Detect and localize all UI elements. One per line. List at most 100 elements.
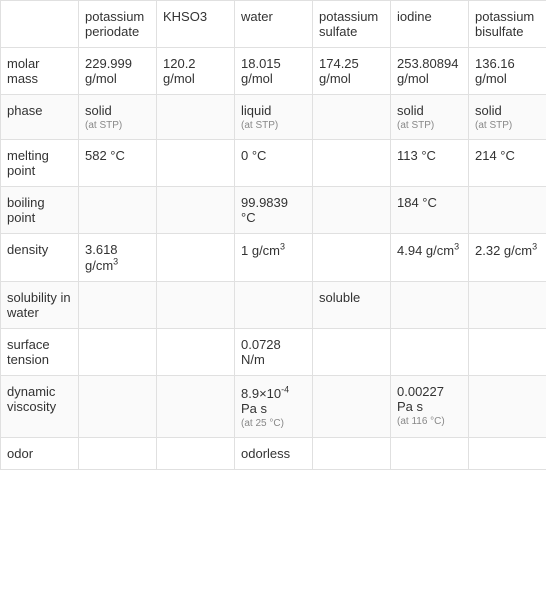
header-potassium-bisulfate: potassium bisulfate xyxy=(469,1,546,48)
cell xyxy=(157,376,235,437)
cell-value: 8.9×10-4 Pa s xyxy=(241,386,289,416)
properties-table: potassium periodate KHSO3 water potassiu… xyxy=(0,0,546,470)
cell: 0.00227 Pa s (at 116 °C) xyxy=(391,376,469,437)
cell: 0 °C xyxy=(235,140,313,187)
cell: 4.94 g/cm3 xyxy=(391,234,469,282)
cell: 2.32 g/cm3 xyxy=(469,234,546,282)
cell-note: (at STP) xyxy=(85,120,150,131)
header-water: water xyxy=(235,1,313,48)
cell xyxy=(469,376,546,437)
table-row: dynamic viscosity 8.9×10-4 Pa s (at 25 °C)… xyxy=(1,376,546,437)
cell: soluble xyxy=(313,282,391,329)
row-label: odor xyxy=(1,437,79,469)
table-row: solubility in water soluble xyxy=(1,282,546,329)
cell xyxy=(157,329,235,376)
cell-note: (at STP) xyxy=(397,120,462,131)
cell xyxy=(313,329,391,376)
cell xyxy=(157,140,235,187)
cell xyxy=(313,376,391,437)
cell: liquid (at STP) xyxy=(235,95,313,140)
cell xyxy=(235,282,313,329)
table-row: boiling point 99.9839 °C 184 °C xyxy=(1,187,546,234)
cell-value: odorless xyxy=(241,446,290,461)
cell-value: 0 °C xyxy=(241,148,266,163)
table-row: density3.618 g/cm31 g/cm34.94 g/cm32.32 … xyxy=(1,234,546,282)
header-iodine: iodine xyxy=(391,1,469,48)
row-label: surface tension xyxy=(1,329,79,376)
cell-value: solid xyxy=(397,103,424,118)
cell-value: 2.32 g/cm3 xyxy=(475,243,537,258)
cell: 113 °C xyxy=(391,140,469,187)
header-potassium-sulfate: potassium sulfate xyxy=(313,1,391,48)
cell xyxy=(79,282,157,329)
cell-note: (at 25 °C) xyxy=(241,418,306,429)
row-label: boiling point xyxy=(1,187,79,234)
cell: 18.015 g/mol xyxy=(235,48,313,95)
cell-value: 174.25 g/mol xyxy=(319,56,359,86)
cell-value: 120.2 g/mol xyxy=(163,56,196,86)
cell xyxy=(79,187,157,234)
cell-value: solid xyxy=(85,103,112,118)
cell-note: (at STP) xyxy=(475,120,540,131)
cell xyxy=(469,437,546,469)
cell-value: 99.9839 °C xyxy=(241,195,288,225)
table-row: molar mass229.999 g/mol 120.2 g/mol 18.015… xyxy=(1,48,546,95)
table-row: odor odorless xyxy=(1,437,546,469)
cell: 582 °C xyxy=(79,140,157,187)
cell xyxy=(313,95,391,140)
cell xyxy=(79,376,157,437)
cell-value: 582 °C xyxy=(85,148,125,163)
cell: 214 °C xyxy=(469,140,546,187)
header-row: potassium periodate KHSO3 water potassiu… xyxy=(1,1,546,48)
cell: 3.618 g/cm3 xyxy=(79,234,157,282)
cell xyxy=(79,329,157,376)
cell xyxy=(469,329,546,376)
cell xyxy=(157,95,235,140)
cell-value: 3.618 g/cm3 xyxy=(85,242,118,273)
table-row: surface tension 0.0728 N/m xyxy=(1,329,546,376)
table-row: phase solid (at STP) liquid (at STP) solid (at… xyxy=(1,95,546,140)
cell-value: 214 °C xyxy=(475,148,515,163)
cell xyxy=(391,437,469,469)
cell-note: (at 116 °C) xyxy=(397,416,462,427)
cell: 8.9×10-4 Pa s (at 25 °C) xyxy=(235,376,313,437)
header-potassium-periodate: potassium periodate xyxy=(79,1,157,48)
cell xyxy=(157,282,235,329)
cell-value: 184 °C xyxy=(397,195,437,210)
cell-value: solid xyxy=(475,103,502,118)
cell: 0.0728 N/m xyxy=(235,329,313,376)
cell-value: soluble xyxy=(319,290,360,305)
header-khso3: KHSO3 xyxy=(157,1,235,48)
cell-value: 253.80894 g/mol xyxy=(397,56,458,86)
cell-value: 18.015 g/mol xyxy=(241,56,281,86)
row-label: phase xyxy=(1,95,79,140)
cell xyxy=(79,437,157,469)
cell-value: 0.00227 Pa s xyxy=(397,384,444,414)
cell xyxy=(469,282,546,329)
cell xyxy=(391,329,469,376)
row-label: dynamic viscosity xyxy=(1,376,79,437)
row-label: molar mass xyxy=(1,48,79,95)
cell-value: 229.999 g/mol xyxy=(85,56,132,86)
cell xyxy=(313,187,391,234)
cell: 253.80894 g/mol xyxy=(391,48,469,95)
row-label: solubility in water xyxy=(1,282,79,329)
cell-value: 113 °C xyxy=(397,148,436,163)
table-row: melting point 582 °C 0 °C 113 °C 214 °C xyxy=(1,140,546,187)
cell: odorless xyxy=(235,437,313,469)
row-label: density xyxy=(1,234,79,282)
cell xyxy=(469,187,546,234)
cell-value: liquid xyxy=(241,103,271,118)
cell xyxy=(313,437,391,469)
cell xyxy=(157,437,235,469)
cell: solid (at STP) xyxy=(79,95,157,140)
cell: 99.9839 °C xyxy=(235,187,313,234)
cell xyxy=(157,234,235,282)
row-label: melting point xyxy=(1,140,79,187)
cell-value: 4.94 g/cm3 xyxy=(397,243,459,258)
cell-note: (at STP) xyxy=(241,120,306,131)
cell-value: 0.0728 N/m xyxy=(241,337,281,367)
cell: solid (at STP) xyxy=(391,95,469,140)
cell: 120.2 g/mol xyxy=(157,48,235,95)
cell: solid (at STP) xyxy=(469,95,546,140)
